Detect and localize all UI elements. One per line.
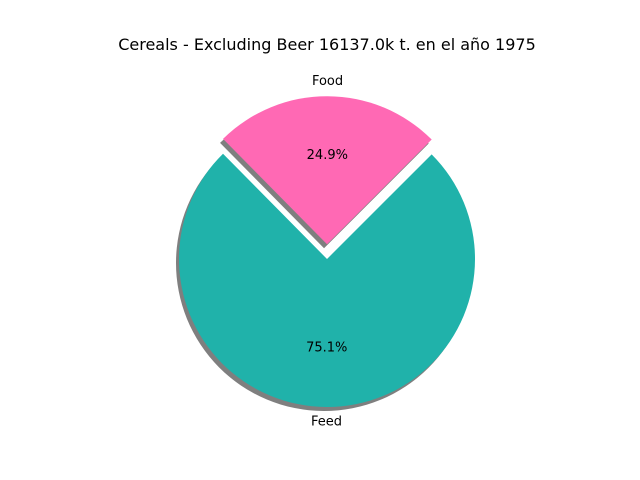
slice-food [223,96,432,245]
slice-feed [178,153,475,408]
slice-labels: Food 24.9% Feed 75.1% [306,74,348,429]
slices [178,96,475,408]
chart-title: Cereals - Excluding Beer 16137.0k t. en … [118,35,536,54]
slice-percent-feed: 75.1% [306,340,347,355]
slice-label-feed: Feed [311,414,342,429]
slice-label-food: Food [312,74,343,89]
slice-percent-food: 24.9% [307,148,348,163]
